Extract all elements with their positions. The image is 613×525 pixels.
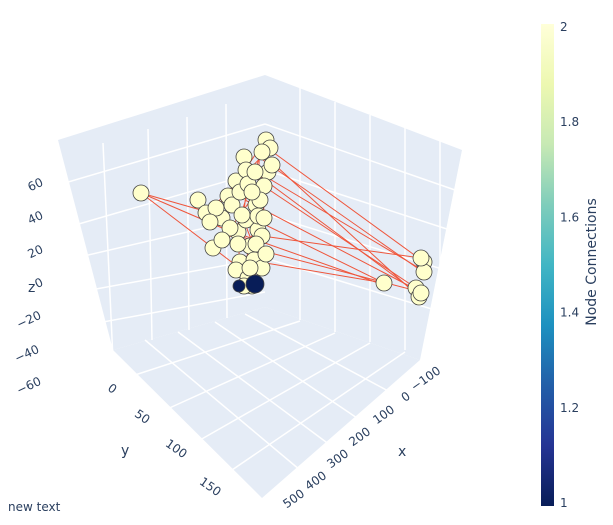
edge-11: [274, 164, 420, 298]
node-0: [132, 184, 150, 202]
x-tick-4: 300: [324, 446, 351, 471]
grid-line-8: [59, 291, 266, 331]
z-tick-4: −20: [14, 308, 43, 331]
x-tick-5: 400: [302, 468, 329, 493]
x-tick-0: −100: [408, 364, 443, 394]
node-34: [221, 219, 239, 237]
colorbar-tick-3: 1.4: [560, 306, 579, 320]
z-tick-2: 20: [26, 242, 46, 261]
x-tick-2: 100: [370, 402, 397, 427]
edge-10: [254, 234, 422, 259]
grid-line-25: [231, 351, 406, 471]
node-47: [412, 249, 430, 267]
node-48: [375, 274, 393, 292]
x-tick-3: 200: [346, 424, 373, 449]
colorbar-tick-4: 1.2: [560, 401, 579, 415]
grid-line-19: [177, 331, 331, 446]
colorbar-gradient: [541, 24, 554, 506]
colorbar-tick-0: 2: [560, 20, 568, 34]
edge-4: [269, 149, 425, 263]
node-32: [243, 183, 261, 201]
node-41: [201, 213, 219, 231]
grid-line-23: [164, 332, 336, 411]
z-tick-5: −40: [12, 342, 41, 365]
node-46: [415, 263, 433, 281]
node-44: [257, 245, 275, 263]
colorbar-ticks: 2 1.8 1.6 1.4 1.2 1: [560, 20, 579, 510]
colorbar-title: Node Connections: [584, 198, 600, 326]
colorbar-tick-5: 1: [560, 496, 568, 510]
x-axis-title: x: [398, 444, 406, 460]
y-tick-3: 150: [197, 474, 224, 499]
colorbar-tick-2: 1.6: [560, 210, 579, 224]
edge-2: [140, 192, 243, 271]
edge-12: [267, 177, 425, 272]
node-low-1: [245, 274, 265, 294]
z-tick-1: 40: [26, 208, 46, 227]
node-51: [412, 284, 430, 302]
grid-line-17: [264, 257, 436, 311]
node-35: [213, 231, 231, 249]
z-tick-0: 60: [26, 175, 46, 194]
node-markers: [132, 131, 433, 306]
node-37: [241, 259, 259, 277]
y-tick-0: 0: [105, 381, 119, 397]
y-axis-title: y: [121, 443, 129, 459]
colorbar-tick-1: 1.8: [560, 115, 579, 129]
grid-line-15: [264, 169, 451, 231]
edge-9: [247, 259, 385, 284]
x-tick-6: 500: [280, 486, 307, 511]
node-38: [255, 209, 273, 227]
node-low-0: [232, 279, 246, 293]
grid-line-0: [102, 142, 114, 361]
grid-line-4: [57, 123, 266, 186]
node-39: [263, 156, 281, 174]
y-tick-1: 50: [132, 407, 153, 427]
grid-line-24: [199, 342, 371, 441]
node-7: [223, 196, 241, 214]
grid-line-20: [214, 321, 361, 421]
grid-line-2: [186, 116, 190, 331]
node-42: [229, 235, 247, 253]
node-26: [253, 143, 271, 161]
node-43: [247, 235, 265, 253]
z-tick-6: −60: [14, 374, 43, 397]
grid-line-22: [134, 320, 301, 376]
grid-line-1: [147, 128, 153, 341]
edge-5: [257, 174, 421, 296]
node-31: [246, 163, 264, 181]
y-tick-2: 100: [163, 436, 190, 461]
annotation-text: new text: [8, 500, 61, 514]
node-1: [189, 191, 207, 209]
x-tick-1: 0: [399, 389, 413, 405]
grid-line-18: [144, 339, 301, 471]
grid-line-14: [264, 123, 456, 191]
z-axis-title: z: [28, 280, 35, 296]
node-33: [233, 206, 251, 224]
node-40: [207, 199, 225, 217]
